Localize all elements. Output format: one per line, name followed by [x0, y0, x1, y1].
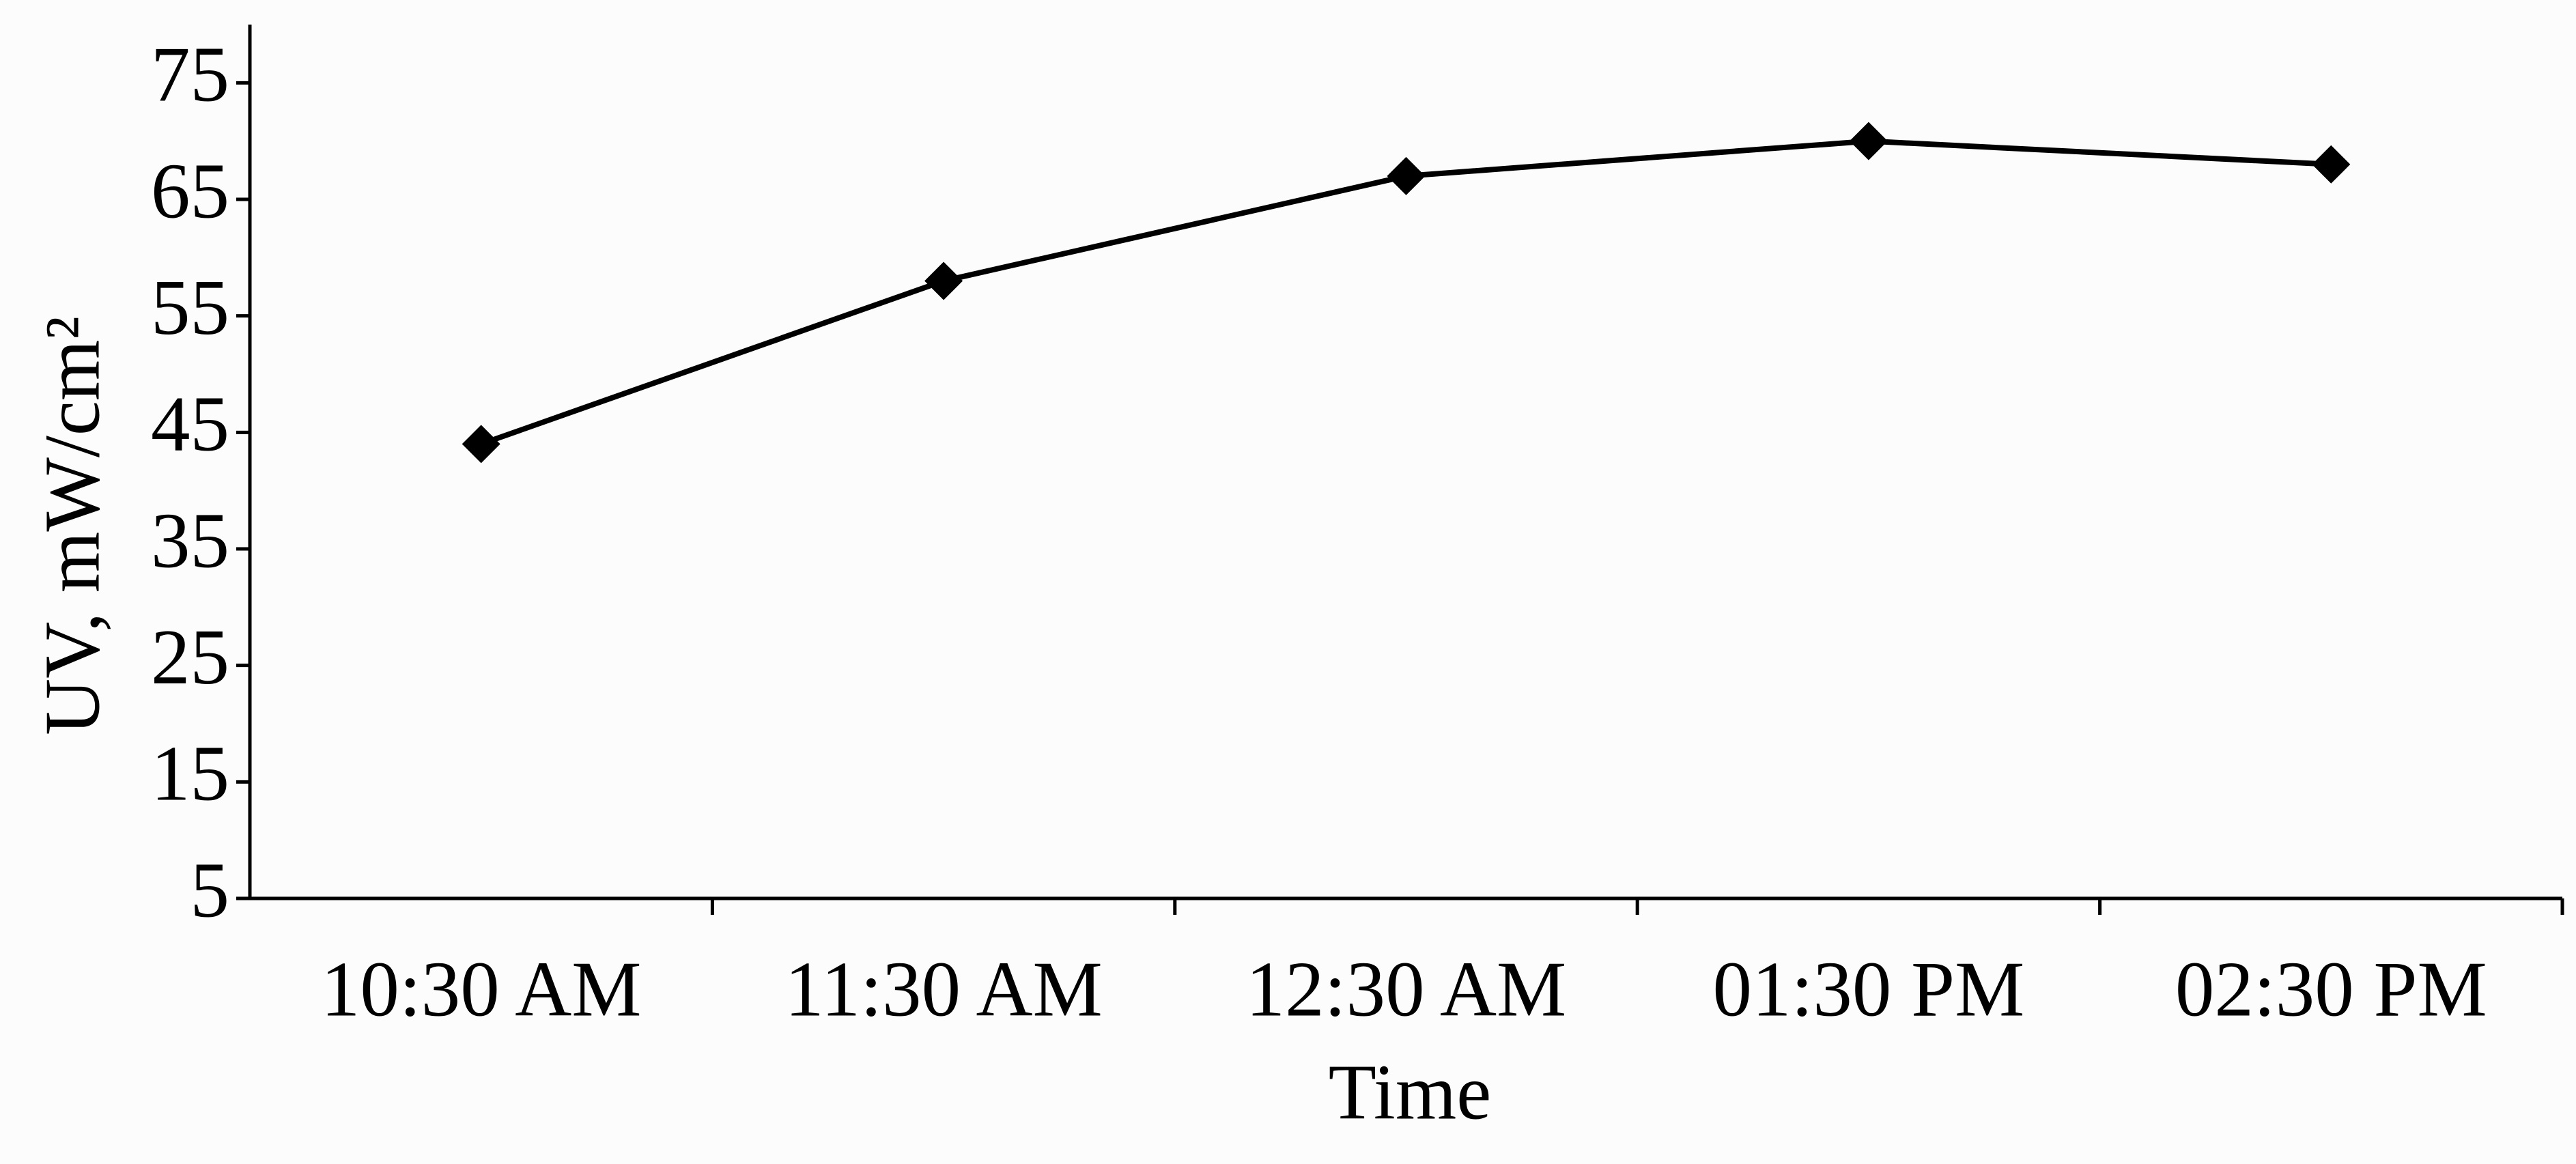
x-axis-label: Time — [1329, 1049, 1492, 1135]
data-marker — [2312, 145, 2351, 184]
x-tick-label: 01:30 PM — [1712, 946, 2024, 1032]
y-tick-label: 25 — [151, 614, 229, 700]
y-tick-label: 5 — [190, 847, 230, 933]
data-marker — [462, 425, 500, 464]
y-axis-label: UV, mW/cm² — [29, 316, 115, 735]
data-marker — [924, 261, 963, 300]
x-tick-label: 10:30 AM — [321, 946, 642, 1032]
y-tick-label: 45 — [151, 381, 229, 468]
x-tick-label: 12:30 AM — [1246, 946, 1567, 1032]
y-tick-label: 15 — [151, 730, 229, 817]
y-tick-label: 65 — [151, 147, 229, 234]
y-tick-label: 55 — [151, 264, 229, 351]
data-marker — [1849, 122, 1888, 160]
data-marker — [1387, 156, 1426, 195]
x-tick-label: 11:30 AM — [784, 946, 1102, 1032]
y-tick-label: 35 — [151, 497, 229, 584]
y-tick-label: 75 — [151, 31, 229, 118]
x-tick-label: 02:30 PM — [2175, 946, 2487, 1032]
